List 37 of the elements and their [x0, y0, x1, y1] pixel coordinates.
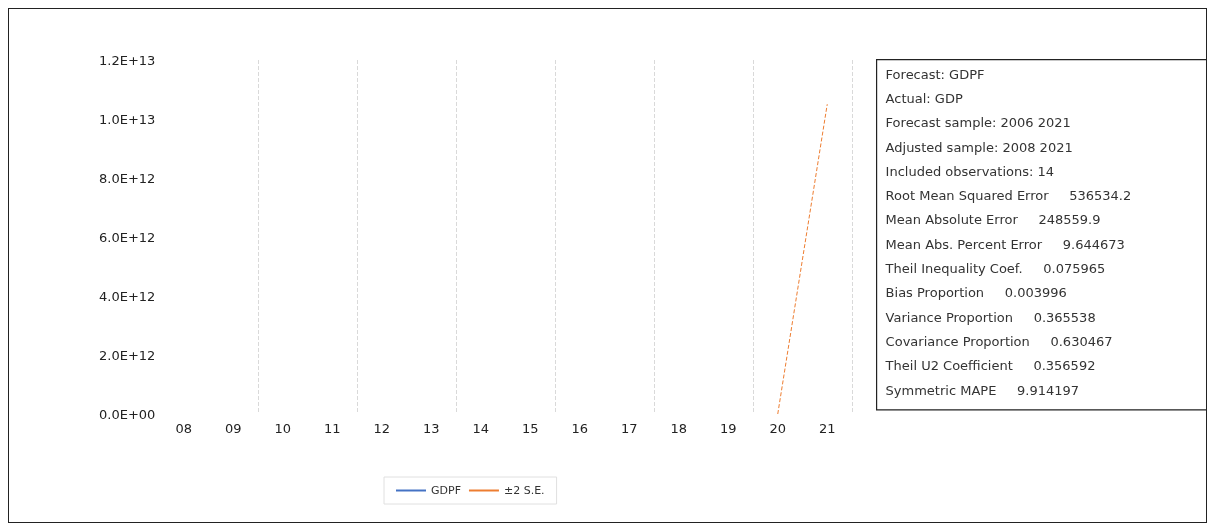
text: Mean Abs. Percent Error 9.644673	[885, 236, 1125, 252]
y-tick-label: 8.0E+12	[99, 170, 156, 186]
text: Forecast: GDPF	[885, 66, 985, 82]
x-tick-label: 14	[472, 421, 490, 436]
text: Symmetric MAPE 9.914197	[885, 382, 1080, 398]
text: Included observations: 14	[885, 163, 1055, 179]
legend-label: ±2 S.E.	[503, 484, 545, 497]
x-tick-label: 12	[373, 421, 391, 436]
x-tick-label: 18	[670, 421, 688, 436]
text: Bias Proportion 0.003996	[885, 285, 1067, 301]
x-tick-label: 15	[521, 421, 539, 436]
x-tick-label: 20	[769, 421, 787, 436]
x-tick-label: 19	[719, 421, 737, 436]
text: Root Mean Squared Error 536534.2	[885, 188, 1132, 204]
text: Theil U2 Coefficient 0.356592	[884, 358, 1096, 374]
x-tick-label: 08	[175, 421, 193, 436]
text: Theil Inequality Coef. 0.075965	[884, 261, 1106, 276]
y-tick-label: 1.0E+13	[99, 111, 156, 127]
y-tick-label: 4.0E+12	[99, 288, 156, 304]
y-tick-label: 2.0E+12	[99, 347, 156, 363]
legend-label: GDPF	[431, 484, 461, 497]
text: Covariance Proportion 0.630467	[885, 333, 1113, 349]
text: Variance Proportion 0.365538	[885, 309, 1096, 325]
y-tick-label: 6.0E+12	[99, 229, 156, 245]
x-tick-label: 10	[274, 421, 292, 436]
text: Mean Absolute Error 248559.9	[885, 212, 1101, 228]
x-tick-label: 17	[620, 421, 638, 436]
x-tick-label: 16	[571, 421, 589, 436]
x-tick-label: 09	[224, 421, 242, 436]
y-tick-label: 1.2E+13	[99, 52, 156, 68]
text: Adjusted sample: 2008 2021	[885, 139, 1073, 155]
x-tick-label: 11	[323, 421, 341, 436]
text: Actual: GDP	[885, 90, 963, 106]
y-tick-label: 0.0E+00	[99, 406, 156, 422]
x-tick-label: 13	[422, 421, 440, 436]
text: Forecast sample: 2006 2021	[885, 115, 1071, 131]
x-tick-label: 21	[818, 421, 836, 436]
